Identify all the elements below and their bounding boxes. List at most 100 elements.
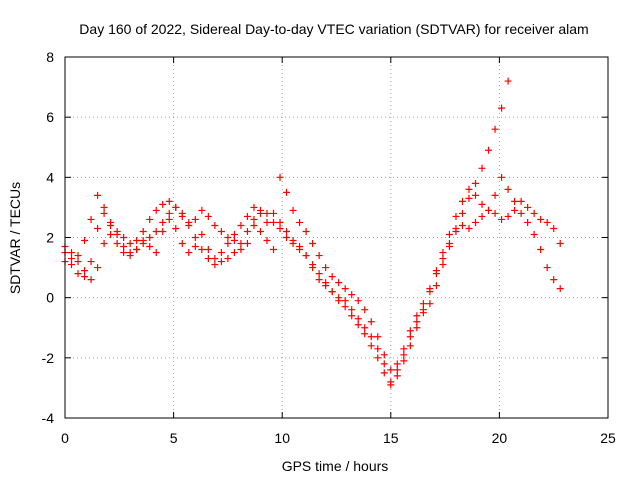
data-point-marker	[465, 185, 473, 193]
data-point-marker	[419, 300, 427, 308]
y-tick-label: 4	[46, 169, 54, 185]
data-point-marker	[191, 215, 199, 223]
data-point-marker	[276, 173, 284, 181]
data-point-marker	[439, 255, 447, 263]
data-point-marker	[498, 215, 506, 223]
data-point-marker	[380, 369, 388, 377]
data-point-marker	[165, 197, 173, 205]
grid-lines	[65, 57, 608, 418]
data-point-marker	[172, 224, 180, 232]
data-point-marker	[328, 288, 336, 296]
data-point-marker	[380, 360, 388, 368]
data-point-marker	[530, 209, 538, 217]
data-point-marker	[81, 267, 89, 275]
data-point-marker	[491, 209, 499, 217]
data-point-marker	[432, 282, 440, 290]
data-point-marker	[556, 285, 564, 293]
data-point-marker	[289, 240, 297, 248]
data-point-marker	[458, 197, 466, 205]
data-point-marker	[328, 273, 336, 281]
data-point-marker	[224, 255, 232, 263]
data-point-marker	[146, 243, 154, 251]
data-point-marker	[465, 224, 473, 232]
data-point-marker	[224, 234, 232, 241]
data-point-marker	[335, 279, 343, 287]
data-point-marker	[152, 206, 160, 214]
data-point-marker	[283, 188, 291, 196]
y-tick-label: 0	[46, 290, 54, 306]
data-point-marker	[133, 246, 141, 254]
data-point-marker	[283, 227, 291, 235]
data-point-marker	[393, 372, 401, 380]
data-point-marker	[178, 240, 186, 248]
data-point-marker	[472, 218, 480, 226]
data-point-marker	[445, 243, 453, 251]
data-point-marker	[243, 212, 251, 220]
data-point-marker	[198, 206, 206, 214]
data-point-marker	[367, 318, 375, 326]
data-point-marker	[315, 276, 323, 284]
data-point-marker	[204, 212, 212, 220]
data-point-marker	[94, 191, 102, 199]
data-point-marker	[550, 276, 558, 284]
data-point-marker	[530, 230, 538, 238]
data-point-marker	[387, 378, 395, 386]
data-point-marker	[361, 306, 369, 314]
data-point-marker	[107, 230, 115, 238]
data-point-marker	[217, 227, 225, 235]
data-point-marker	[237, 221, 245, 229]
data-point-marker	[159, 218, 167, 226]
data-point-marker	[276, 218, 284, 226]
data-point-marker	[439, 261, 447, 269]
data-point-marker	[243, 240, 251, 248]
data-point-marker	[472, 191, 480, 199]
data-point-marker	[230, 230, 238, 238]
data-point-marker	[270, 209, 278, 217]
data-point-marker	[550, 224, 558, 232]
data-point-marker	[263, 237, 271, 245]
data-point-marker	[348, 291, 356, 299]
data-point-marker	[445, 230, 453, 238]
data-point-marker	[367, 342, 375, 350]
data-point-marker	[537, 246, 545, 254]
data-point-marker	[400, 345, 408, 353]
data-point-marker	[335, 294, 343, 302]
data-point-marker	[524, 203, 532, 211]
data-point-marker	[256, 209, 264, 217]
data-point-marker	[341, 303, 349, 311]
data-point-marker	[354, 321, 362, 329]
data-point-marker	[185, 249, 193, 257]
data-point-marker	[178, 212, 186, 220]
data-point-marker	[315, 270, 323, 278]
y-tick-label: 2	[46, 230, 54, 246]
data-point-marker	[87, 276, 95, 284]
data-point-marker	[296, 246, 304, 254]
data-point-marker	[472, 179, 480, 187]
data-point-marker	[309, 264, 317, 272]
y-tick-labels: -4 -2 0 2 4 6 8	[42, 49, 55, 426]
data-point-marker	[250, 203, 258, 211]
data-point-marker	[511, 197, 519, 205]
data-point-marker	[387, 366, 395, 374]
x-tick-label: 0	[61, 430, 69, 446]
data-point-marker	[126, 252, 134, 260]
data-point-marker	[478, 164, 486, 172]
data-point-marker	[165, 215, 173, 223]
data-point-marker	[406, 333, 414, 341]
series-track-2	[61, 173, 564, 374]
data-point-marker	[406, 342, 414, 350]
data-point-marker	[237, 246, 245, 254]
data-point-marker	[81, 237, 89, 245]
data-point-marker	[485, 206, 493, 214]
data-point-marker	[322, 282, 330, 290]
data-point-marker	[361, 324, 369, 332]
data-point-marker	[120, 234, 128, 241]
data-point-marker	[348, 306, 356, 314]
data-points	[61, 77, 564, 389]
data-point-marker	[413, 312, 421, 320]
y-tick-label: 6	[46, 109, 54, 125]
data-point-marker	[263, 209, 271, 217]
data-point-marker	[439, 249, 447, 257]
data-point-marker	[94, 224, 102, 232]
